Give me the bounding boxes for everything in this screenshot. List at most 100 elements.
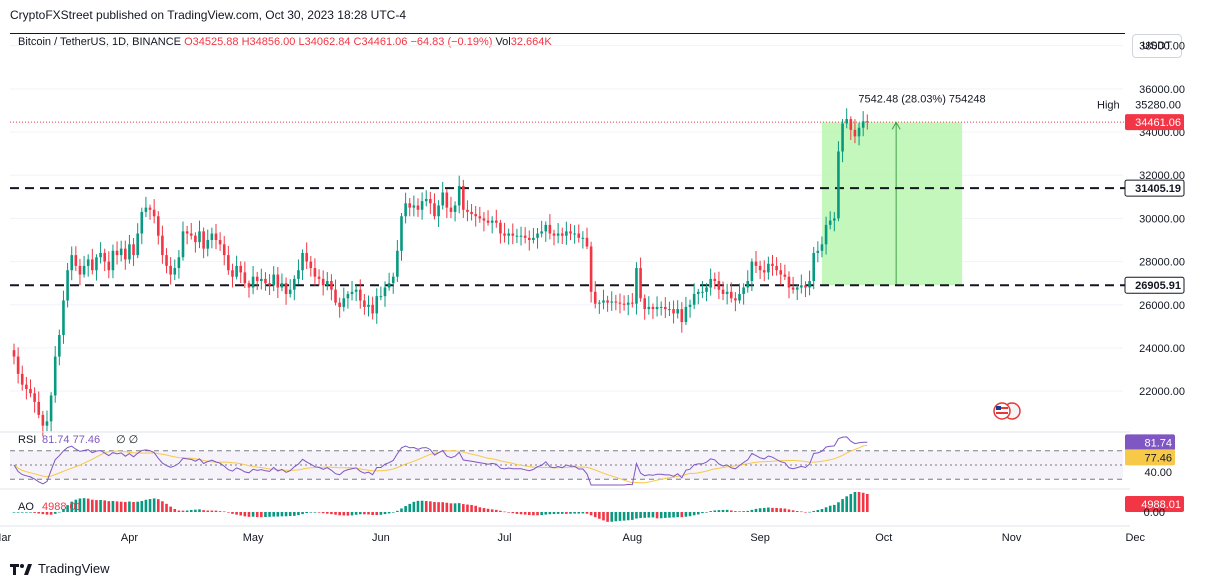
candle[interactable] [470, 204, 473, 221]
candle[interactable] [453, 201, 457, 222]
candle[interactable] [321, 270, 325, 296]
candle[interactable] [280, 273, 284, 292]
candle[interactable] [610, 291, 614, 311]
candle[interactable] [103, 248, 106, 272]
candle[interactable] [618, 293, 622, 314]
candle[interactable] [363, 294, 366, 315]
candle[interactable] [519, 226, 523, 246]
candle[interactable] [717, 271, 721, 300]
candle[interactable] [66, 262, 69, 308]
candle[interactable] [462, 179, 465, 218]
candle[interactable] [251, 265, 255, 295]
candle[interactable] [804, 281, 807, 298]
candle[interactable] [276, 266, 280, 299]
candle[interactable] [198, 220, 201, 249]
candle[interactable] [124, 240, 127, 270]
candle[interactable] [305, 242, 308, 270]
candle[interactable] [235, 255, 238, 280]
candle[interactable] [255, 271, 259, 291]
candle[interactable] [309, 255, 313, 277]
candle[interactable] [78, 258, 82, 286]
candle[interactable] [49, 392, 53, 432]
candle[interactable] [779, 262, 783, 286]
candle[interactable] [194, 232, 197, 253]
candle[interactable] [655, 296, 659, 317]
candle[interactable] [383, 281, 387, 307]
candle[interactable] [573, 225, 576, 244]
candle[interactable] [132, 238, 135, 266]
candle[interactable] [218, 232, 222, 251]
candle[interactable] [515, 228, 519, 244]
candle[interactable] [713, 272, 717, 289]
candle[interactable] [334, 279, 337, 306]
candle[interactable] [754, 250, 758, 274]
candle[interactable] [849, 116, 853, 140]
candle[interactable] [701, 281, 704, 299]
candle[interactable] [264, 272, 267, 291]
candle[interactable] [556, 223, 560, 244]
candle[interactable] [181, 221, 185, 261]
candle[interactable] [523, 227, 527, 244]
candle[interactable] [688, 299, 692, 318]
candle[interactable] [140, 207, 144, 245]
candle[interactable] [527, 230, 531, 251]
candle[interactable] [45, 410, 49, 432]
candle[interactable] [301, 249, 304, 280]
candle[interactable] [350, 281, 354, 301]
candle[interactable] [866, 114, 869, 130]
candle[interactable] [82, 255, 86, 278]
candle[interactable] [742, 283, 745, 305]
candle[interactable] [128, 234, 131, 264]
candle[interactable] [635, 262, 638, 315]
candle[interactable] [787, 271, 791, 299]
candle[interactable] [833, 211, 836, 232]
candle[interactable] [536, 227, 539, 249]
candle[interactable] [746, 270, 750, 293]
candle[interactable] [239, 261, 243, 284]
candle[interactable] [325, 272, 329, 291]
candle[interactable] [837, 141, 840, 222]
candle[interactable] [622, 295, 626, 311]
candle[interactable] [25, 376, 28, 400]
candle[interactable] [243, 261, 247, 288]
candle[interactable] [474, 205, 477, 227]
candle[interactable] [284, 277, 288, 305]
candle[interactable] [598, 300, 601, 314]
candle[interactable] [297, 259, 300, 285]
candle[interactable] [466, 200, 469, 222]
candle[interactable] [540, 220, 543, 238]
candle[interactable] [664, 297, 667, 319]
candle[interactable] [412, 195, 416, 217]
candle[interactable] [824, 216, 828, 255]
candle[interactable] [795, 284, 799, 301]
candle[interactable] [816, 241, 820, 263]
candle[interactable] [152, 199, 156, 224]
candle[interactable] [111, 244, 115, 279]
candle[interactable] [651, 303, 655, 319]
candle[interactable] [206, 229, 210, 257]
candle[interactable] [581, 231, 585, 249]
candle[interactable] [709, 268, 712, 296]
candle[interactable] [404, 192, 407, 224]
candle[interactable] [449, 196, 453, 219]
candle[interactable] [647, 296, 651, 315]
candle[interactable] [317, 269, 321, 286]
candle[interactable] [260, 268, 263, 290]
candle[interactable] [420, 192, 424, 220]
candle[interactable] [499, 219, 502, 244]
candle[interactable] [511, 223, 515, 245]
candle[interactable] [643, 294, 646, 320]
candle[interactable] [433, 193, 436, 220]
candle[interactable] [680, 302, 684, 333]
measure-range-box[interactable] [821, 122, 963, 286]
candle[interactable] [750, 258, 754, 291]
candle[interactable] [705, 283, 708, 302]
candle[interactable] [659, 301, 663, 316]
candle[interactable] [330, 274, 333, 301]
candle[interactable] [86, 254, 90, 277]
candle[interactable] [725, 283, 729, 305]
candle[interactable] [482, 212, 486, 232]
candle[interactable] [214, 223, 218, 250]
candle[interactable] [577, 224, 581, 243]
candle[interactable] [379, 286, 383, 301]
